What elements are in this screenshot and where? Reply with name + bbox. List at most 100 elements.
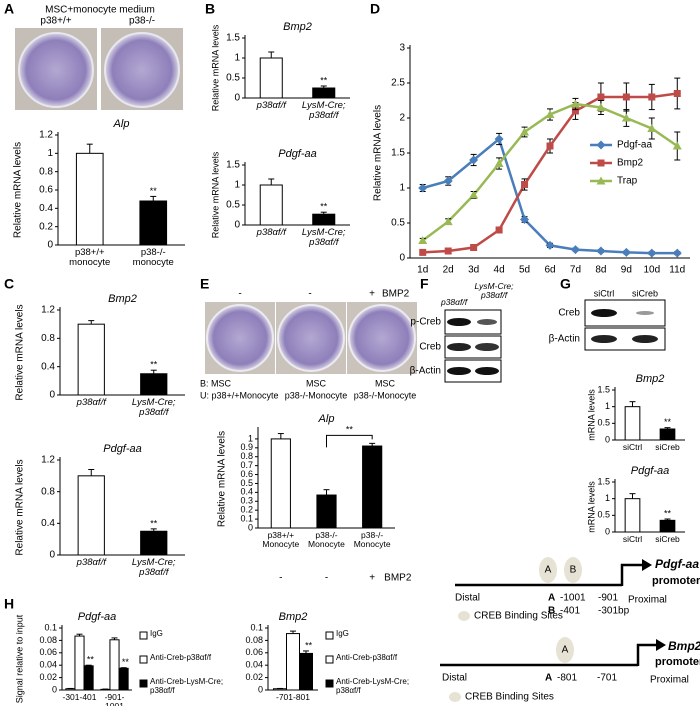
treatment-mark: -	[279, 573, 282, 584]
x-tick-label-box: siCreb	[655, 535, 680, 544]
legend-label: Trap	[617, 176, 638, 187]
x-tick-label: p38+/+ Monocyte	[262, 531, 300, 550]
series-line	[422, 136, 678, 255]
y-tick-label: 0.8	[39, 166, 53, 177]
y-tick-label: 1.2	[39, 130, 53, 141]
y-tick-label: 0.2	[240, 505, 253, 515]
marker	[596, 140, 606, 150]
y-tick-label: 0	[52, 684, 57, 694]
promoter-label: promoter	[655, 656, 700, 668]
lane-label-box: LysM-Cre; p38αf/f	[474, 282, 514, 301]
marker	[571, 107, 579, 115]
bar	[659, 428, 676, 441]
band-label: Creb	[419, 342, 441, 353]
legend-swatch	[325, 631, 334, 640]
legend-swatch	[139, 631, 148, 640]
photo-caption: p38-/-Monocyte	[354, 390, 417, 400]
band	[447, 343, 471, 351]
legend-label: Anti-Creb-p38αf/f	[336, 654, 398, 662]
y-tick-label: 0.4	[41, 518, 55, 529]
marker	[621, 247, 631, 257]
treatment-name: BMP2	[384, 573, 412, 584]
culture-well	[277, 304, 345, 372]
x-tick-label-box: siCtrl	[623, 535, 642, 544]
marker	[470, 244, 478, 251]
gene-name: Bmp2	[668, 639, 700, 653]
y-tick-label: 1	[605, 401, 610, 411]
marker	[418, 236, 428, 244]
y-tick-label: 0.5	[240, 478, 253, 488]
bar	[74, 635, 85, 691]
lane-label: siCreb	[632, 288, 658, 298]
y-tick-label: 0	[234, 93, 240, 104]
band	[591, 335, 617, 343]
lane-label: LysM-Cre; p38αf/f	[474, 282, 514, 301]
bar	[312, 87, 336, 99]
legend-swatch	[139, 679, 148, 688]
culture-well	[104, 32, 180, 108]
y-tick-label: 0.6	[240, 469, 253, 479]
marker	[621, 113, 631, 122]
bar	[659, 519, 676, 533]
y-tick-label: 0	[49, 550, 55, 561]
marker	[494, 159, 504, 167]
site-position: -401	[560, 606, 580, 617]
marker	[570, 245, 580, 255]
y-axis-label: Relative mRNA levels	[210, 24, 220, 111]
marker	[545, 110, 555, 118]
site-label: A	[562, 645, 569, 656]
distal-label: Distal	[455, 593, 480, 604]
legend-swatch	[325, 655, 334, 664]
x-tick-label: p38αf/f	[76, 558, 106, 568]
treatment-mark: -	[325, 573, 328, 584]
lane-label-box: p38αf/f	[440, 298, 468, 307]
y-tick-label: 0.02	[39, 672, 57, 682]
x-tick-label-box: p38-/- Monocyte	[353, 531, 391, 550]
y-tick-label: 0.5	[597, 510, 610, 520]
y-tick-label: 1.5	[226, 33, 240, 44]
bar	[77, 475, 105, 556]
y-tick-label: 1.5	[391, 148, 405, 159]
legend-symbol	[458, 611, 470, 621]
bar	[83, 665, 94, 691]
marker	[672, 141, 682, 150]
x-tick-label-box: -901-1001	[105, 693, 125, 706]
panel-label: F	[420, 276, 429, 292]
gene-name: Pdgf-aa	[655, 557, 699, 571]
x-tick-label: p38-/- Monocyte	[353, 531, 391, 550]
marker	[419, 248, 427, 256]
legend-label: Pdgf-aa	[617, 140, 652, 151]
x-tick-label: 11d	[669, 265, 685, 276]
lane-label: p38αf/f	[440, 298, 468, 307]
x-tick-label: LysM-Cre; p38αf/f	[131, 398, 176, 419]
culture-well	[348, 304, 416, 372]
lane-label: siCtrl	[594, 288, 615, 298]
x-tick-label-box: p38-/- monocyte	[132, 248, 174, 269]
band	[475, 367, 499, 375]
y-tick-label: 0.8	[41, 486, 55, 497]
x-tick-label: LysM-Cre; p38αf/f	[301, 228, 346, 249]
band	[632, 335, 658, 343]
promoter-label: promoter	[652, 575, 700, 587]
treatment-mark: -	[308, 289, 311, 300]
significance-label: **	[664, 508, 672, 518]
x-tick-label-box: p38+/+ monocyte	[69, 248, 110, 268]
panel-label: B	[205, 1, 215, 17]
treatment-mark: +	[369, 289, 375, 300]
x-tick-label: siCreb	[655, 535, 680, 544]
site-label: B	[548, 606, 555, 617]
x-tick-label: p38-/- monocyte	[132, 248, 174, 269]
marker	[443, 217, 453, 226]
site-label: A	[548, 593, 555, 604]
binding-site	[556, 637, 574, 663]
legend-label-box: Anti-Creb-p38αf/f	[336, 654, 398, 662]
x-tick-label: -701-801	[275, 693, 311, 702]
significance-label: **	[664, 417, 672, 427]
bar	[77, 323, 105, 396]
legend-label-box: IgG	[150, 630, 163, 638]
significance-label: **	[150, 518, 158, 528]
bar	[362, 445, 383, 529]
y-tick-label: 1.5	[597, 476, 610, 486]
chart-title: Pdgf-aa	[103, 443, 142, 455]
marker	[570, 99, 580, 108]
